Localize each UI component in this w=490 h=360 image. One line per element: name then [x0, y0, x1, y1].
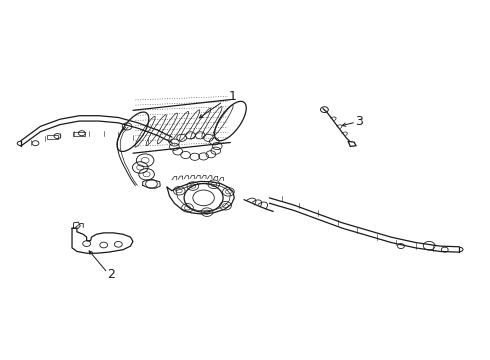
Bar: [74, 132, 85, 136]
Text: 3: 3: [356, 114, 364, 127]
Text: 1: 1: [229, 90, 237, 103]
Text: 2: 2: [107, 268, 115, 281]
Bar: [47, 135, 58, 139]
